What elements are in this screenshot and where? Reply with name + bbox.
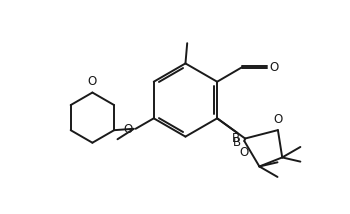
Text: O: O (240, 146, 249, 159)
Text: O: O (123, 123, 132, 136)
Text: O: O (88, 75, 97, 88)
Text: O: O (270, 61, 279, 74)
Text: B: B (232, 132, 240, 145)
Text: B: B (233, 136, 242, 149)
Text: O: O (273, 113, 282, 126)
